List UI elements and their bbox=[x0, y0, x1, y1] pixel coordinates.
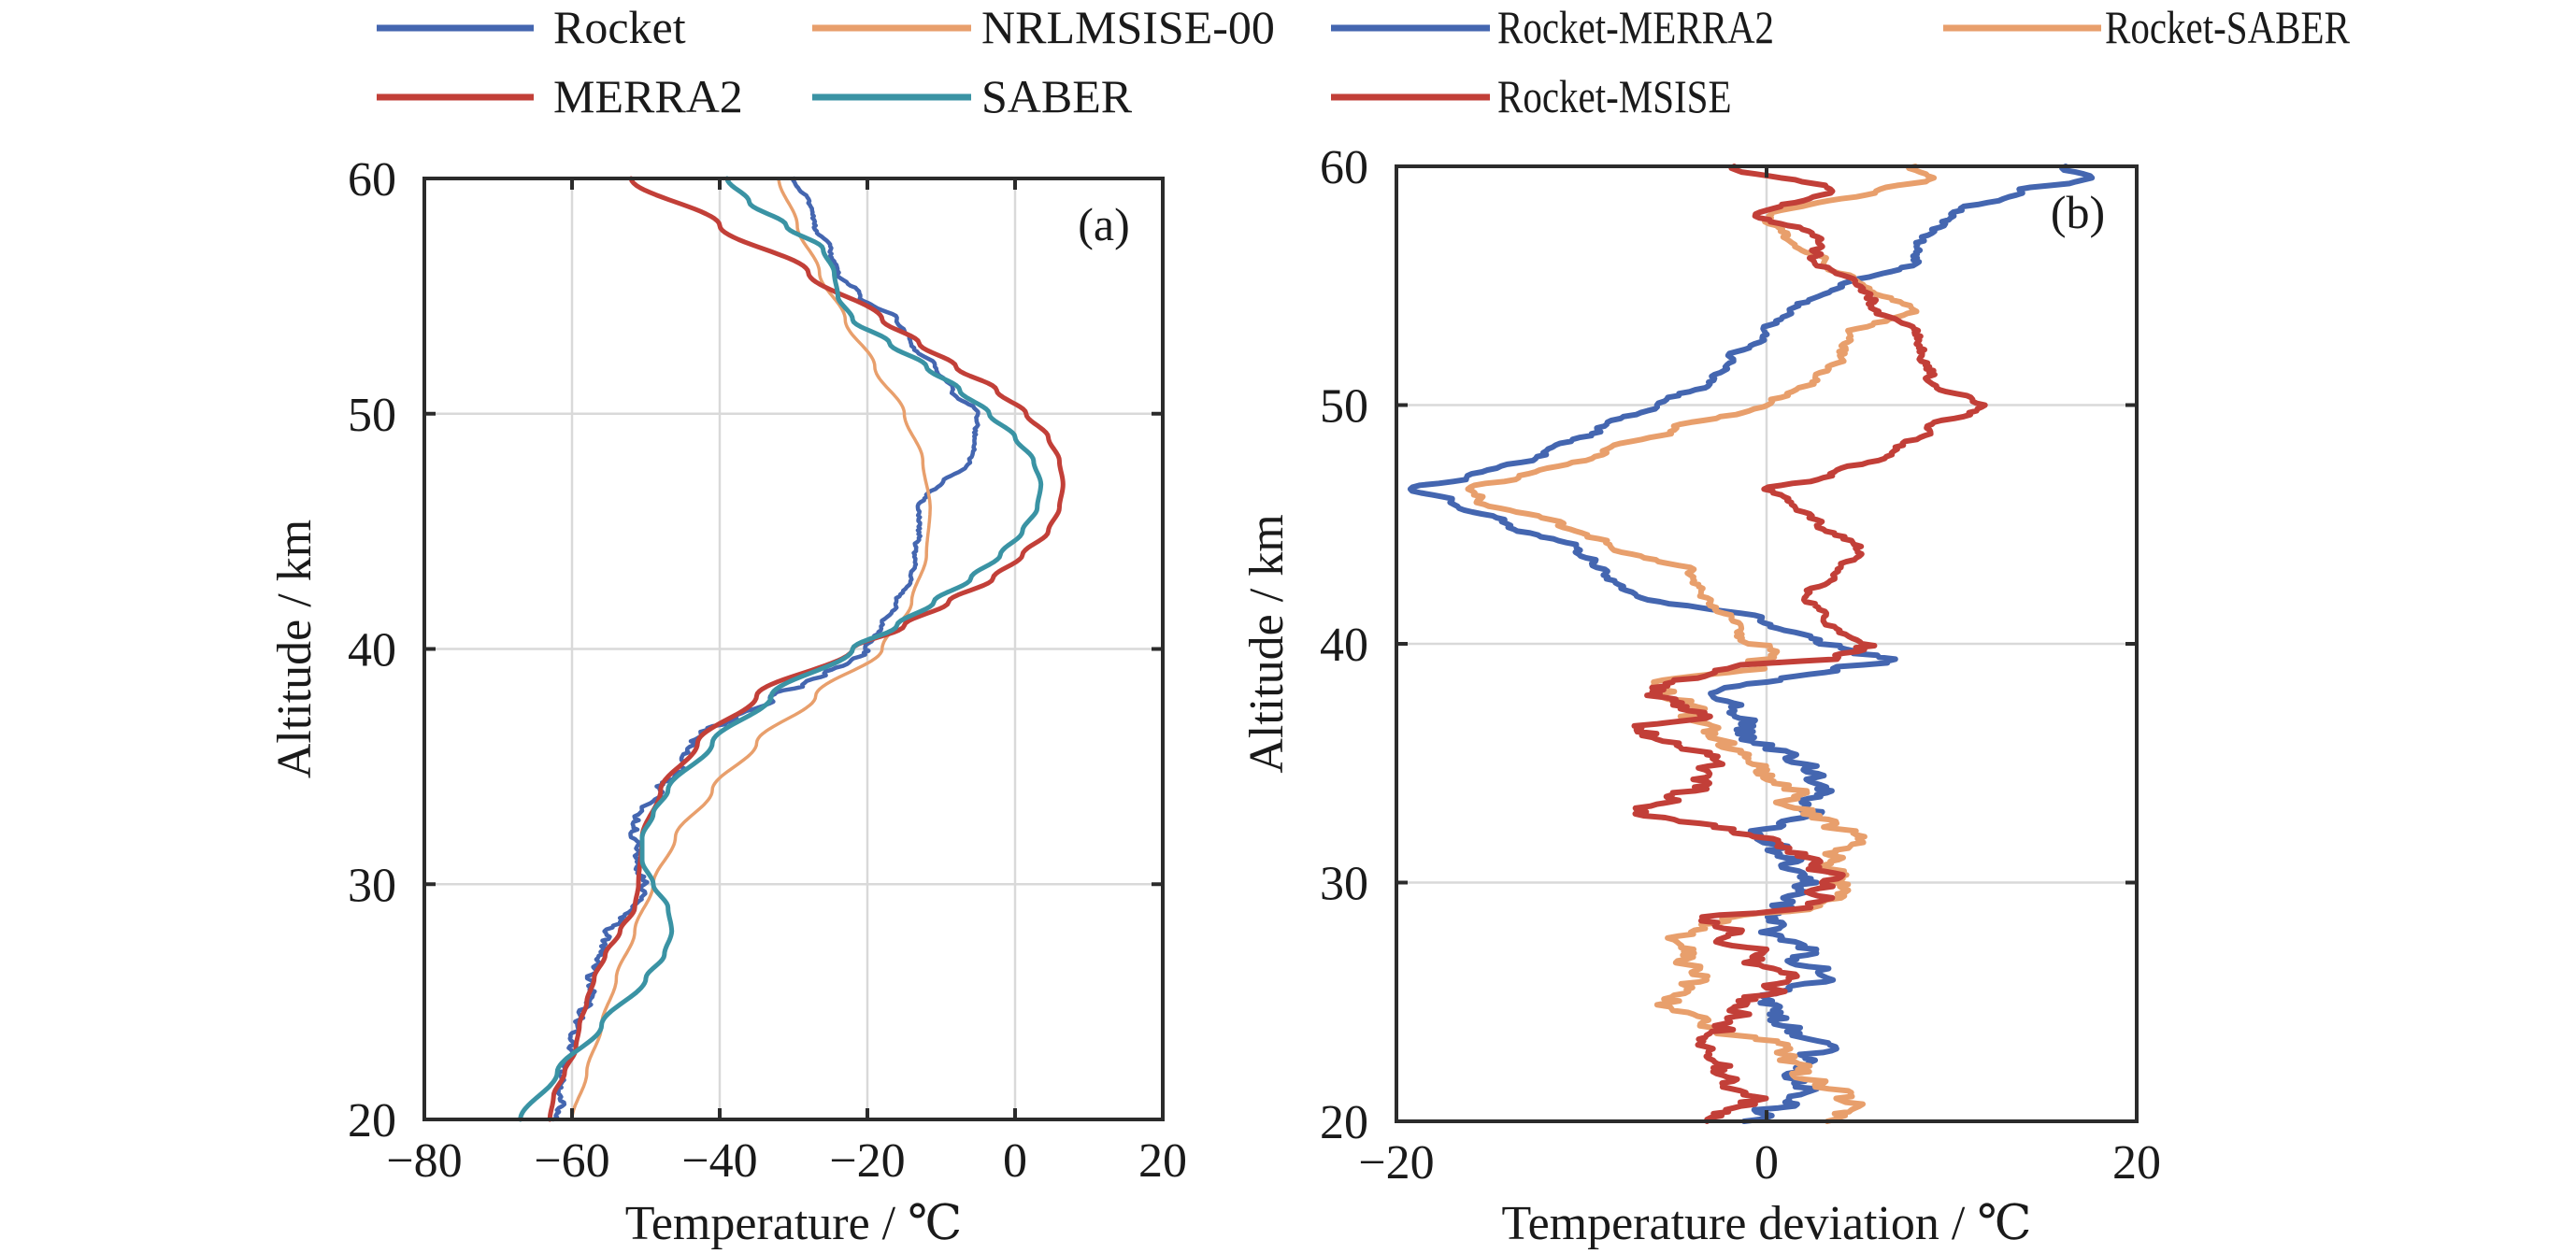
x-tick-label: 20 bbox=[1138, 1134, 1187, 1188]
y-tick-label: 50 bbox=[1320, 380, 1368, 434]
legend-label: Rocket-MSISE bbox=[1497, 70, 1732, 122]
panel-b-x-tick-labels: −20 0 20 bbox=[1358, 1136, 2161, 1190]
panel-b-label: (b) bbox=[2051, 186, 2105, 238]
panel-a-temperature-profile: −80 −60 −40 −20 0 20 20 30 40 50 60 Temperature /… bbox=[268, 153, 1187, 1250]
y-tick-label: 20 bbox=[1320, 1096, 1368, 1149]
series-line-rocket-merra2 bbox=[1407, 164, 2096, 1124]
series-line-saber bbox=[518, 176, 1044, 1122]
y-tick-label: 20 bbox=[348, 1094, 396, 1147]
legend-item: MERRA2 bbox=[377, 70, 743, 122]
legend-label: NRLMSISE-00 bbox=[981, 1, 1275, 53]
legend-item: NRLMSISE-00 bbox=[812, 1, 1275, 53]
series-line-rocket-saber bbox=[1465, 164, 1938, 1124]
x-tick-label: −40 bbox=[681, 1134, 757, 1188]
y-tick-label: 30 bbox=[348, 859, 396, 912]
panel-a-ticks bbox=[422, 177, 1165, 1121]
panel-a-series bbox=[518, 176, 1066, 1122]
panel-a-x-axis-label: Temperature / ℃ bbox=[625, 1197, 963, 1250]
panel-b-series bbox=[1407, 164, 2096, 1124]
x-tick-label: −80 bbox=[386, 1134, 462, 1188]
legend: Rocket NRLMSISE-00 Rocket-MERRA2 Rocket-SAB… bbox=[377, 1, 2350, 122]
legend-label: Rocket bbox=[553, 1, 686, 53]
panel-a-grid bbox=[424, 178, 1163, 1119]
panel-b-temperature-deviation: −20 0 20 20 30 40 50 60 Temperature deviation … bbox=[1240, 141, 2161, 1250]
x-tick-label: −20 bbox=[1358, 1136, 1434, 1190]
legend-item: Rocket-MERRA2 bbox=[1331, 1, 1774, 53]
y-tick-label: 40 bbox=[1320, 619, 1368, 672]
legend-label: SABER bbox=[981, 70, 1133, 122]
legend-label: MERRA2 bbox=[553, 70, 743, 122]
y-tick-label: 60 bbox=[348, 153, 396, 207]
panel-a-y-axis-label: Altitude / km bbox=[268, 520, 322, 778]
panel-b-x-axis-label: Temperature deviation / ℃ bbox=[1501, 1197, 2031, 1250]
legend-item: Rocket-SABER bbox=[1943, 1, 2350, 53]
x-tick-label: −60 bbox=[534, 1134, 609, 1188]
panel-b-y-tick-labels: 20 30 40 50 60 bbox=[1320, 141, 1368, 1149]
panel-a-label: (a) bbox=[1078, 198, 1130, 250]
legend-item: SABER bbox=[812, 70, 1133, 122]
x-tick-label: −20 bbox=[829, 1134, 905, 1188]
x-tick-label: 20 bbox=[2112, 1136, 2161, 1190]
series-line-rocket-msise bbox=[1631, 164, 1988, 1124]
y-tick-label: 60 bbox=[1320, 141, 1368, 194]
panel-a-y-tick-labels: 20 30 40 50 60 bbox=[348, 153, 396, 1147]
y-tick-label: 30 bbox=[1320, 858, 1368, 911]
legend-item: Rocket bbox=[377, 1, 686, 53]
panel-b-ticks bbox=[1395, 164, 2139, 1123]
panel-a-x-tick-labels: −80 −60 −40 −20 0 20 bbox=[386, 1134, 1187, 1188]
y-tick-label: 50 bbox=[348, 389, 396, 442]
x-tick-label: 0 bbox=[1754, 1136, 1779, 1190]
series-line-nrlmsise-00 bbox=[570, 177, 932, 1121]
legend-label: Rocket-MERRA2 bbox=[1497, 1, 1774, 53]
legend-item: Rocket-MSISE bbox=[1331, 70, 1732, 122]
legend-label: Rocket-SABER bbox=[2105, 1, 2350, 53]
x-tick-label: 0 bbox=[1003, 1134, 1027, 1188]
y-tick-label: 40 bbox=[348, 624, 396, 677]
panel-b-y-axis-label: Altitude / km bbox=[1240, 514, 1294, 773]
